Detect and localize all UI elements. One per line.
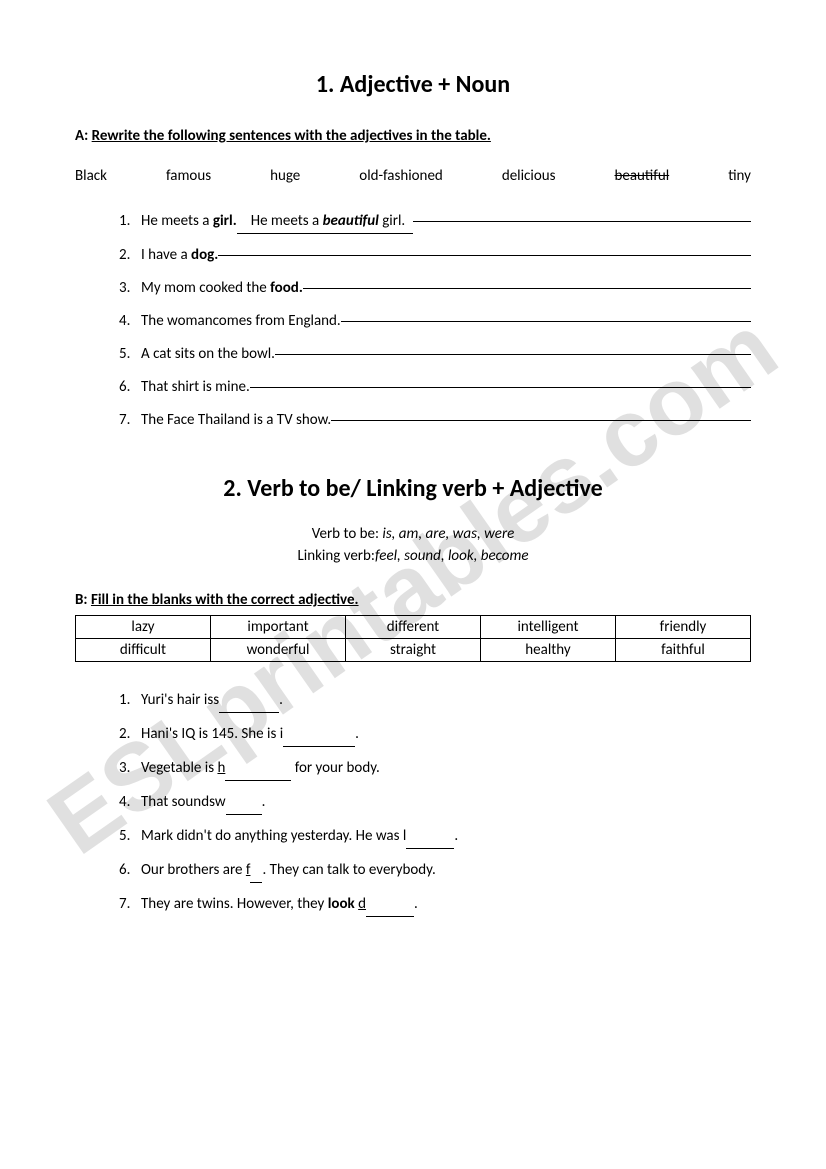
question-prompt: That shirt is mine.: [141, 375, 250, 399]
lv-value: feel, sound, look, become: [375, 547, 529, 565]
section1-title: 1. Adjective + Noun: [75, 70, 751, 99]
word-bank-item: Black: [75, 167, 107, 185]
question-number: 5.: [119, 342, 141, 366]
fill-blank[interactable]: [225, 756, 291, 781]
fill-blank[interactable]: [366, 892, 414, 917]
table-cell: healthy: [481, 639, 616, 662]
vtb-label: Verb to be:: [312, 525, 383, 543]
verb-to-be-line: Verb to be: is, am, are, was, were: [75, 525, 751, 543]
table-cell: important: [211, 616, 346, 639]
instruction-b-label: B:: [75, 591, 88, 609]
question-prompt: I have a: [141, 243, 191, 267]
question-number: 4.: [119, 790, 141, 814]
table-cell: difficult: [76, 639, 211, 662]
fill-blank[interactable]: [250, 858, 262, 883]
fill-blank[interactable]: [283, 722, 355, 747]
table-cell: lazy: [76, 616, 211, 639]
example-answer: He meets a beautiful girl.: [237, 209, 414, 234]
question-row: 6.Our brothers are f . They can talk to …: [119, 858, 751, 883]
question-row: 2.I have a dog.: [119, 243, 751, 267]
question-row: 1.He meets a girl.He meets a beautiful g…: [119, 209, 751, 234]
answer-line[interactable]: [275, 354, 751, 355]
word-bank-item: beautiful: [615, 167, 670, 185]
table-cell: wonderful: [211, 639, 346, 662]
question-body: Hani's IQ is 145. She is i .: [141, 722, 359, 747]
question-body: They are twins. However, they look d .: [141, 892, 418, 917]
question-number: 4.: [119, 309, 141, 333]
question-number: 3.: [119, 276, 141, 300]
question-row: 1.Yuri's hair iss .: [119, 688, 751, 713]
question-prompt: He meets a: [141, 209, 213, 233]
table-cell: straight: [346, 639, 481, 662]
question-row: 5.A cat sits on the bowl.: [119, 342, 751, 366]
lv-label: Linking verb:: [297, 547, 374, 565]
vtb-value: is, am, are, was, were: [382, 525, 514, 543]
question-prompt-bold: dog.: [191, 243, 218, 267]
question-number: 7.: [119, 892, 141, 916]
linking-verb-line: Linking verb:feel, sound, look, become: [75, 547, 751, 565]
section2-title: 2. Verb to be/ Linking verb + Adjective: [75, 474, 751, 503]
section1-questions: 1.He meets a girl.He meets a beautiful g…: [75, 209, 751, 432]
table-row: lazyimportantdifferentintelligentfriendl…: [76, 616, 751, 639]
question-body: Mark didn't do anything yesterday. He wa…: [141, 824, 458, 849]
question-body: That soundsw .: [141, 790, 265, 815]
question-body: Our brothers are f . They can talk to ev…: [141, 858, 436, 883]
table-cell: faithful: [616, 639, 751, 662]
question-body: Vegetable is h for your body.: [141, 756, 380, 781]
adjective-table: lazyimportantdifferentintelligentfriendl…: [75, 615, 751, 662]
word-bank-item: tiny: [728, 167, 751, 185]
question-prompt: My mom cooked the: [141, 276, 270, 300]
section1-instruction: A: Rewrite the following sentences with …: [75, 127, 751, 145]
question-row: 4.The womancomes from England.: [119, 309, 751, 333]
fill-blank[interactable]: [219, 688, 279, 713]
section2-questions: 1.Yuri's hair iss .2.Hani's IQ is 145. S…: [75, 688, 751, 917]
question-prompt: A cat sits on the bowl.: [141, 342, 275, 366]
question-number: 6.: [119, 375, 141, 399]
question-prompt-bold: girl.: [213, 209, 237, 233]
answer-line[interactable]: [218, 255, 751, 256]
question-row: 6.That shirt is mine.: [119, 375, 751, 399]
word-bank: Black famous huge old-fashioned delicious bea…: [75, 167, 751, 185]
question-number: 1.: [119, 688, 141, 712]
question-row: 4.That soundsw .: [119, 790, 751, 815]
answer-line[interactable]: [413, 221, 751, 222]
question-body: Yuri's hair iss .: [141, 688, 283, 713]
table-cell: intelligent: [481, 616, 616, 639]
question-row: 3.Vegetable is h for your body.: [119, 756, 751, 781]
instruction-a-label: A:: [75, 127, 88, 145]
word-bank-item: old-fashioned: [359, 167, 443, 185]
question-prompt-bold: food.: [270, 276, 303, 300]
section2-instruction: B: Fill in the blanks with the correct a…: [75, 591, 751, 609]
question-row: 3.My mom cooked the food.: [119, 276, 751, 300]
table-cell: friendly: [616, 616, 751, 639]
question-row: 7.They are twins. However, they look d .: [119, 892, 751, 917]
question-number: 1.: [119, 209, 141, 233]
fill-blank[interactable]: [226, 790, 262, 815]
question-number: 6.: [119, 858, 141, 882]
question-row: 7.The Face Thailand is a TV show.: [119, 408, 751, 432]
question-prompt: The Face Thailand is a TV show.: [141, 408, 331, 432]
question-row: 5.Mark didn't do anything yesterday. He …: [119, 824, 751, 849]
instruction-a-text: Rewrite the following sentences with the…: [92, 127, 491, 145]
question-number: 5.: [119, 824, 141, 848]
answer-line[interactable]: [250, 387, 751, 388]
word-bank-item: huge: [270, 167, 300, 185]
word-bank-item: delicious: [502, 167, 556, 185]
table-cell: different: [346, 616, 481, 639]
question-number: 2.: [119, 722, 141, 746]
question-number: 3.: [119, 756, 141, 780]
question-number: 2.: [119, 243, 141, 267]
answer-line[interactable]: [303, 288, 751, 289]
question-row: 2.Hani's IQ is 145. She is i .: [119, 722, 751, 747]
answer-line[interactable]: [341, 321, 751, 322]
fill-blank[interactable]: [406, 824, 454, 849]
question-prompt: The womancomes from England.: [141, 309, 341, 333]
table-row: difficultwonderfulstraighthealthyfaithfu…: [76, 639, 751, 662]
instruction-b-text: Fill in the blanks with the correct adje…: [91, 591, 359, 609]
answer-line[interactable]: [331, 420, 751, 421]
word-bank-item: famous: [166, 167, 211, 185]
question-number: 7.: [119, 408, 141, 432]
